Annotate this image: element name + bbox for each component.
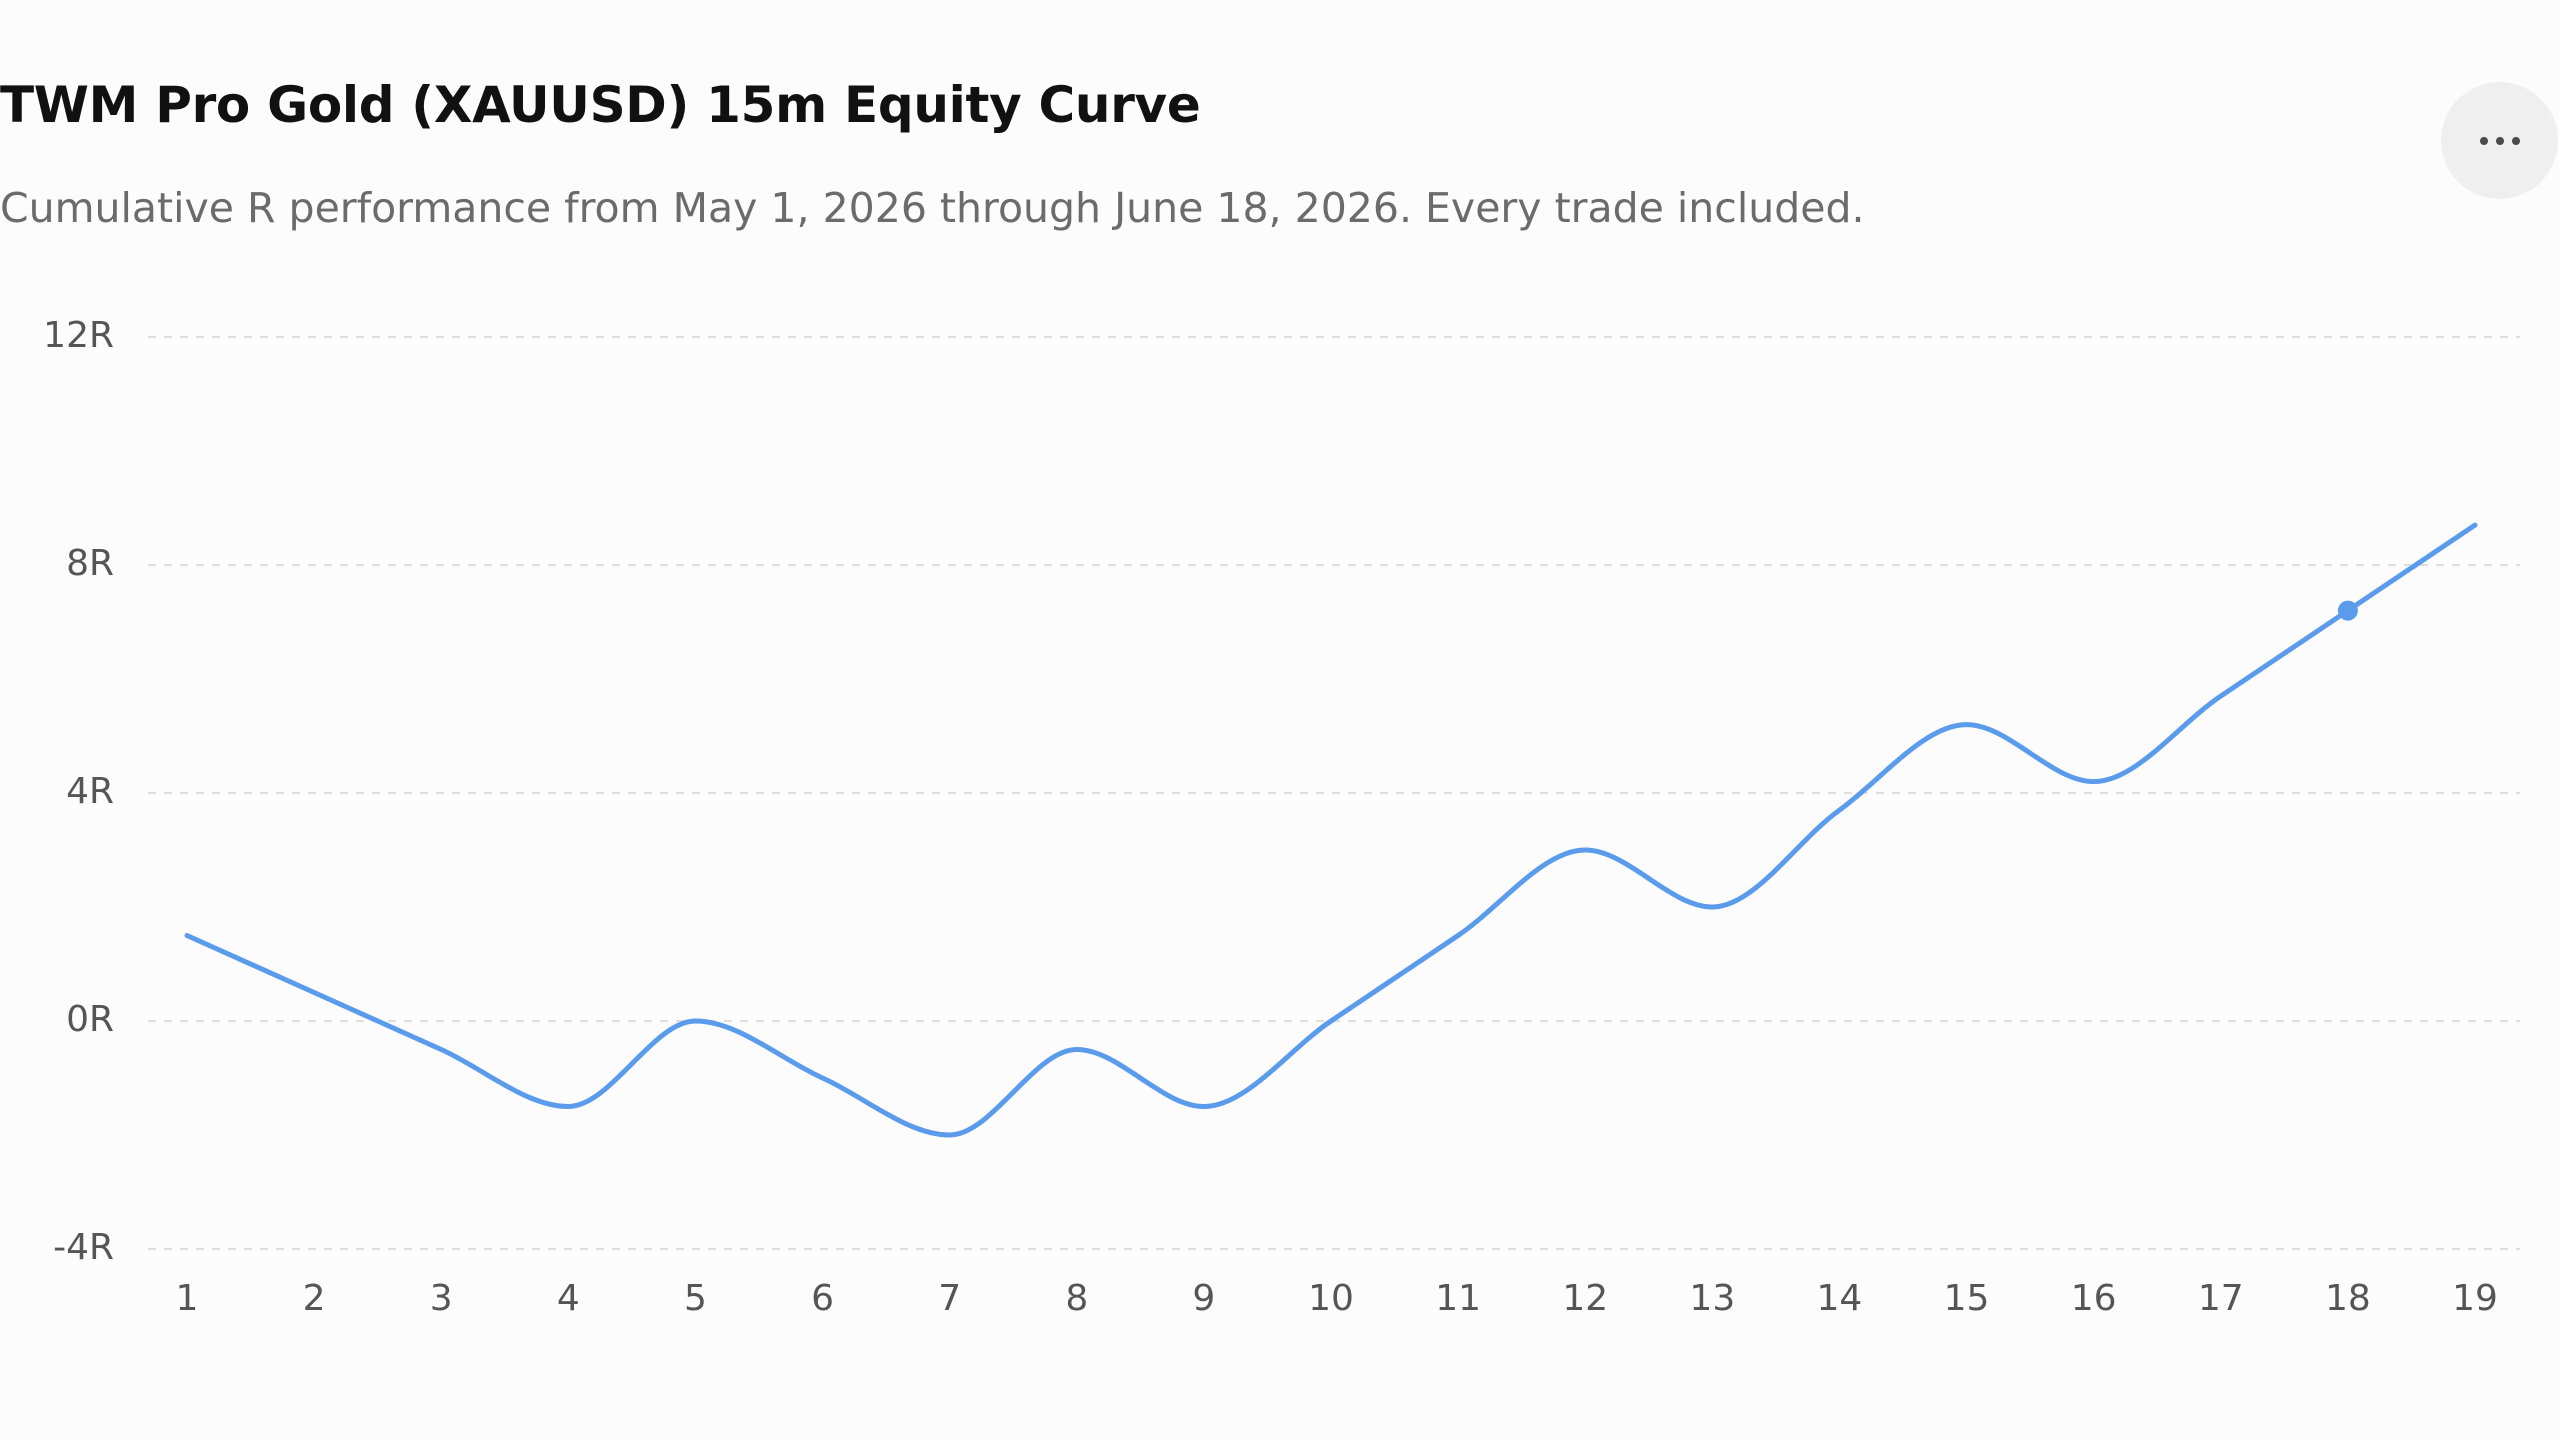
x-tick-label: 16 (2071, 1278, 2117, 1319)
x-axis-labels: 1 2 3 4 5 6 7 8 9 10 11 12 13 14 15 16 17 18 19 (176, 1278, 2498, 1319)
y-tick-label: 0R (66, 999, 114, 1040)
y-tick-label: 4R (66, 771, 114, 812)
x-tick-label: 14 (1817, 1278, 1863, 1319)
x-tick-label: 6 (811, 1278, 834, 1319)
more-options-button[interactable] (2441, 82, 2558, 199)
y-tick-label: 12R (43, 315, 114, 356)
x-tick-label: 7 (938, 1278, 961, 1319)
highlighted-data-point[interactable] (2337, 600, 2358, 621)
x-tick-label: 19 (2452, 1278, 2498, 1319)
series-layer (184, 522, 2478, 1138)
x-tick-label: 4 (557, 1278, 580, 1319)
x-tick-label: 11 (1435, 1278, 1481, 1319)
y-tick-label: 8R (66, 543, 114, 584)
chart-title: TWM Pro Gold (XAUUSD) 15m Equity Curve (0, 76, 1201, 134)
chart-subtitle: Cumulative R performance from May 1, 202… (0, 184, 1865, 232)
x-tick-label: 8 (1065, 1278, 1088, 1319)
x-tick-label: 5 (684, 1278, 707, 1319)
x-tick-label: 2 (303, 1278, 326, 1319)
x-tick-label: 15 (1944, 1278, 1990, 1319)
y-axis-labels: 12R 8R 4R 0R -4R (43, 315, 114, 1268)
x-tick-label: 1 (176, 1278, 199, 1319)
x-tick-label: 10 (1308, 1278, 1354, 1319)
x-tick-label: 9 (1192, 1278, 1215, 1319)
equity-series-line (184, 522, 2478, 1138)
x-tick-label: 17 (2198, 1278, 2244, 1319)
x-tick-label: 3 (430, 1278, 453, 1319)
x-tick-label: 18 (2325, 1278, 2371, 1319)
x-tick-label: 12 (1562, 1278, 1608, 1319)
y-tick-label: -4R (53, 1227, 114, 1268)
x-tick-label: 13 (1689, 1278, 1735, 1319)
more-horizontal-icon (2479, 136, 2520, 145)
grid-lines (148, 336, 2520, 1250)
